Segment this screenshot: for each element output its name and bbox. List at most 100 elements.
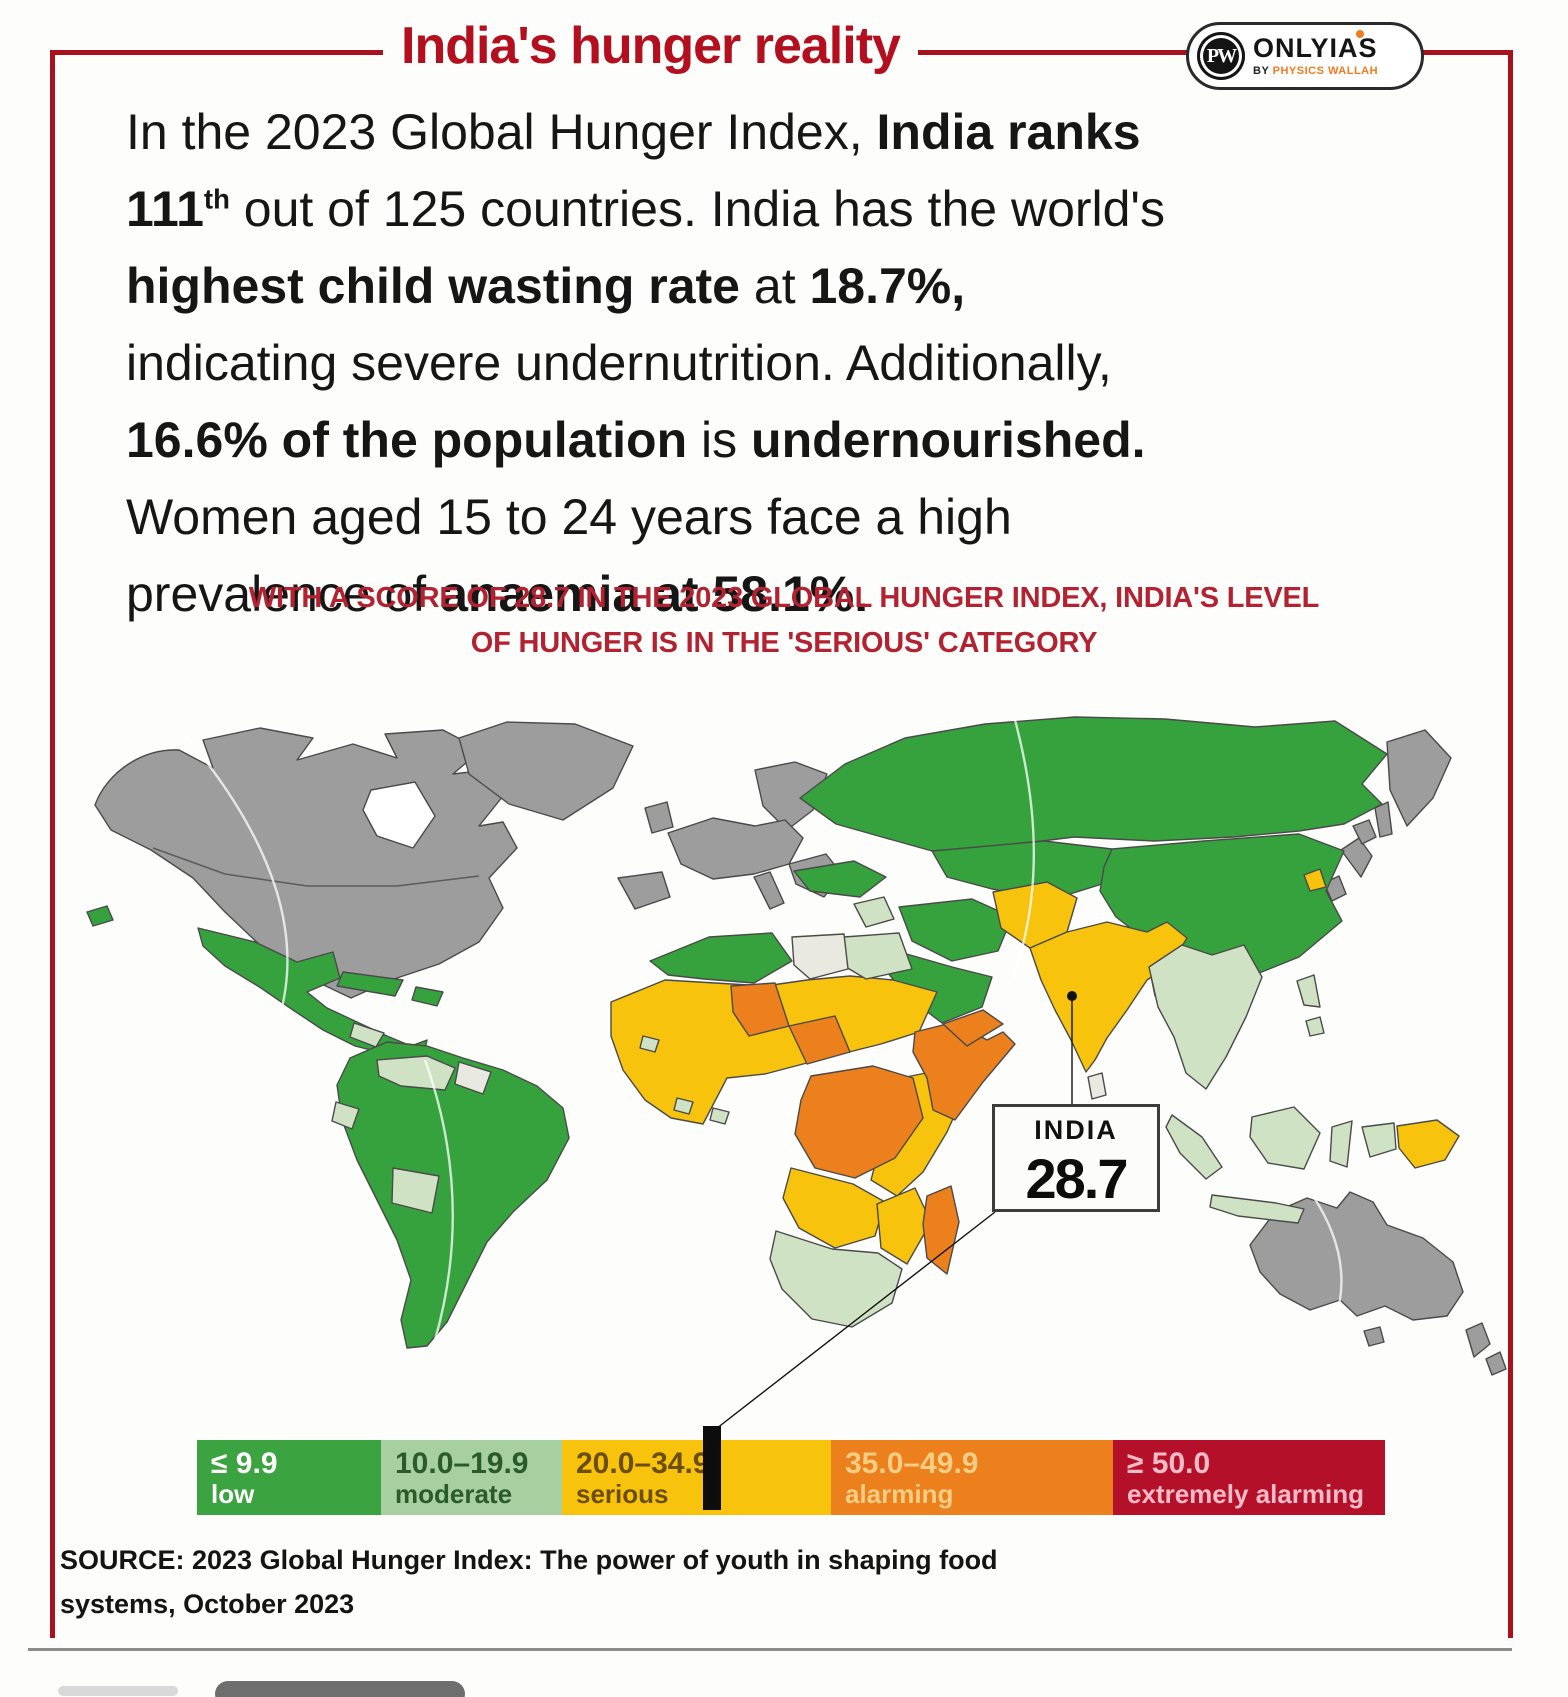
legend-label-low: low <box>211 1479 255 1509</box>
logo-tagline-brand: PHYSICS WALLAH <box>1272 65 1379 77</box>
score-subtitle-line1: WITH A SCORE OF 28.7 IN THE 2023 GLOBAL … <box>248 582 1320 614</box>
region-ghana-patch <box>709 1107 730 1125</box>
hudson-bay <box>362 781 436 849</box>
score-subtitle: WITH A SCORE OF 28.7 IN THE 2023 GLOBAL … <box>55 576 1513 666</box>
region-madagascar <box>922 1185 960 1275</box>
score-subtitle-line2: OF HUNGER IS IN THE 'SERIOUS' CATEGORY <box>470 627 1098 659</box>
legend-label-alarming: alarming <box>845 1479 954 1509</box>
region-europe-main <box>667 817 804 880</box>
region-australia <box>1249 1191 1464 1321</box>
region-scandinavia <box>754 761 828 831</box>
legend-label-moderate: moderate <box>395 1479 513 1509</box>
bottom-cropped-text-artifact <box>58 1686 178 1696</box>
region-turkey <box>793 860 887 898</box>
region-tasmania <box>1363 1326 1385 1347</box>
source-attribution: SOURCE: 2023 Global Hunger Index: The po… <box>60 1538 1040 1626</box>
region-pacific-islet <box>86 905 114 927</box>
graticule-line-sa <box>423 1059 454 1341</box>
legend-range-alarming: 35.0–49.9 <box>845 1447 979 1480</box>
legend-item-serious: 20.0–34.9 serious <box>562 1440 831 1515</box>
bottom-divider-line <box>28 1648 1512 1651</box>
india-score-callout: INDIA 28.7 <box>992 1104 1160 1212</box>
region-guyana <box>454 1061 492 1095</box>
onlyias-logo: PW ONLYIAS BY PHYSICS WALLAH <box>1186 22 1424 90</box>
logo-tagline: BY PHYSICS WALLAH <box>1253 66 1378 77</box>
source-line2: systems, October 2023 <box>60 1589 355 1619</box>
region-central-asia <box>931 840 1113 900</box>
graticule-line-asia <box>1008 719 1036 986</box>
region-greenland <box>458 721 634 821</box>
region-iberia <box>617 871 671 910</box>
region-liberia-patch <box>673 1097 694 1115</box>
region-new-zealand-south <box>1485 1351 1507 1376</box>
logo-tagline-by: BY <box>1253 65 1270 77</box>
legend-item-alarming: 35.0–49.9 alarming <box>831 1440 1113 1515</box>
region-drc-central-africa <box>794 1065 924 1179</box>
legend-range-extremely-alarming: ≥ 50.0 <box>1127 1447 1211 1480</box>
region-chad <box>788 1015 851 1065</box>
region-japan-honshu <box>1340 837 1373 878</box>
region-india <box>1029 921 1188 1073</box>
region-levant <box>853 896 895 928</box>
region-sumatra <box>1165 1114 1223 1180</box>
legend-range-moderate: 10.0–19.9 <box>395 1447 529 1480</box>
region-russia <box>799 716 1388 852</box>
region-ne-russia <box>1386 729 1452 827</box>
callout-score-value: 28.7 <box>1025 1147 1129 1210</box>
graticule-line-na <box>184 734 289 1016</box>
region-sri-lanka <box>1087 1072 1107 1100</box>
region-bolivia <box>391 1167 440 1214</box>
region-north-africa <box>649 932 793 984</box>
india-position-marker <box>703 1426 721 1510</box>
region-italy <box>753 871 785 910</box>
region-west-papua <box>1361 1122 1397 1158</box>
region-japan-hokkaido <box>1352 819 1377 845</box>
legend-item-low: ≤ 9.9 low <box>197 1440 381 1515</box>
region-papua-new-guinea <box>1396 1119 1460 1169</box>
intro-paragraph: In the 2023 Global Hunger Index, India r… <box>126 104 1165 622</box>
source-line1: SOURCE: 2023 Global Hunger Index: The po… <box>60 1545 998 1575</box>
callout-line-diagonal <box>711 1211 996 1433</box>
region-philippines-south <box>1305 1016 1325 1037</box>
graticule-line-australia <box>1311 1195 1343 1321</box>
region-new-zealand-north <box>1465 1322 1491 1358</box>
legend-range-serious: 20.0–34.9 <box>576 1447 710 1480</box>
legend-label-serious: serious <box>576 1479 669 1509</box>
region-sulawesi <box>1329 1120 1353 1168</box>
region-central-america-patch <box>349 1022 385 1048</box>
region-angola-zambia <box>782 1167 886 1249</box>
region-mexico-central-america <box>197 927 428 1059</box>
world-hunger-map <box>86 716 1507 1433</box>
logo-brand-name: ONLYIAS <box>1253 33 1378 63</box>
region-mozambique-zimbabwe <box>876 1187 932 1265</box>
region-iran-iraq <box>898 898 1013 962</box>
region-java <box>1209 1194 1305 1224</box>
callout-country-label: INDIA <box>1034 1115 1118 1145</box>
region-borneo <box>1249 1106 1321 1170</box>
region-hispaniola <box>411 986 444 1007</box>
region-venezuela <box>376 1055 456 1091</box>
us-canada-border <box>152 847 480 887</box>
logo-orange-dot-icon <box>1356 30 1364 38</box>
region-north-america <box>94 727 518 999</box>
logo-text: ONLYIAS BY PHYSICS WALLAH <box>1253 30 1378 77</box>
region-yemen <box>942 1009 1004 1047</box>
page-title: India's hunger reality <box>383 12 918 80</box>
pw-monogram-icon: PW <box>1197 32 1245 80</box>
region-senegal-patch <box>639 1035 660 1053</box>
region-philippines-north <box>1296 974 1321 1008</box>
region-uk <box>644 801 674 834</box>
legend-item-extremely-alarming: ≥ 50.0 extremely alarming <box>1113 1440 1385 1515</box>
legend-item-moderate: 10.0–19.9 moderate <box>381 1440 562 1515</box>
region-southern-africa <box>769 1230 903 1328</box>
region-north-korea <box>1303 868 1327 892</box>
bottom-cropped-pill-artifact <box>215 1681 465 1697</box>
region-niger <box>730 982 790 1037</box>
region-sakhalin <box>1374 801 1393 838</box>
region-cuba <box>336 971 404 997</box>
region-libya <box>791 933 849 980</box>
legend-label-extremely-alarming: extremely alarming <box>1127 1479 1365 1509</box>
region-indochina <box>1148 944 1263 1090</box>
legend-range-low: ≤ 9.9 <box>211 1447 278 1480</box>
